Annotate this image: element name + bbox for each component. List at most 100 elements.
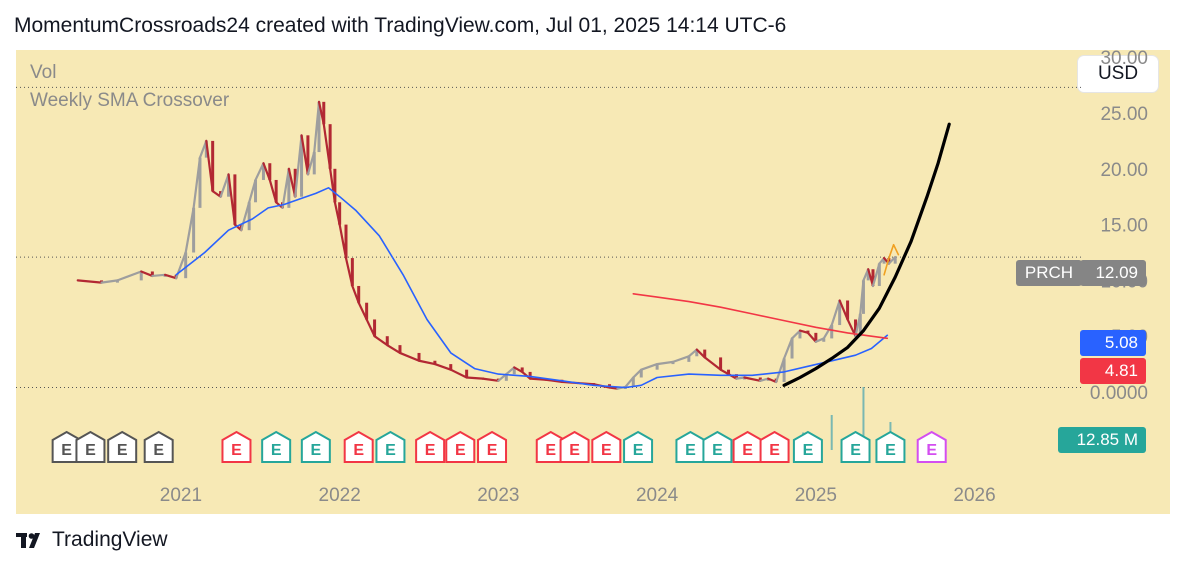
x-tick-4: 2025 bbox=[795, 485, 837, 506]
earnings-shape-23 bbox=[916, 430, 947, 463]
price-segment-2 bbox=[100, 279, 119, 284]
earnings-marker-23: E bbox=[916, 430, 947, 463]
earnings-label-1: E bbox=[85, 442, 96, 459]
candle-36 bbox=[373, 319, 377, 337]
earnings-marker-19: E bbox=[759, 430, 790, 463]
earnings-label-7: E bbox=[353, 442, 364, 459]
candle-58 bbox=[655, 364, 659, 370]
earnings-shape-21 bbox=[840, 430, 871, 463]
price-segment-58 bbox=[640, 363, 659, 371]
earnings-marker-16: E bbox=[675, 430, 706, 463]
price-segment-4 bbox=[140, 270, 154, 278]
price-segment-5 bbox=[151, 273, 167, 278]
candle-20 bbox=[274, 179, 278, 203]
price-segment-6 bbox=[163, 273, 178, 280]
earnings-shape-8 bbox=[375, 430, 406, 463]
candle-73 bbox=[806, 330, 810, 333]
earnings-shape-11 bbox=[477, 430, 508, 463]
candle-64 bbox=[727, 369, 731, 375]
earnings-shape-22 bbox=[875, 430, 906, 463]
candle-18 bbox=[261, 163, 265, 180]
earnings-label-18: E bbox=[742, 442, 753, 459]
candle-38 bbox=[398, 345, 402, 353]
earnings-marker-20: E bbox=[792, 430, 823, 463]
earnings-label-19: E bbox=[769, 442, 780, 459]
legend-indicator[interactable]: Weekly SMA Crossover bbox=[30, 90, 230, 111]
earnings-shape-3 bbox=[143, 430, 174, 463]
earnings-marker-13: E bbox=[559, 430, 590, 463]
earnings-marker-22: E bbox=[875, 430, 906, 463]
candle-62 bbox=[703, 349, 707, 358]
earnings-shape-20 bbox=[792, 430, 823, 463]
candle-77 bbox=[838, 300, 842, 326]
price-segment-43 bbox=[465, 376, 484, 380]
candle-17 bbox=[254, 179, 258, 203]
candle-87 bbox=[893, 257, 897, 264]
price-segment-67 bbox=[743, 376, 762, 382]
earnings-shape-4 bbox=[221, 430, 252, 463]
earnings-marker-14: E bbox=[591, 430, 622, 463]
earnings-marker-1: E bbox=[75, 430, 106, 463]
candle-7 bbox=[184, 252, 188, 279]
earnings-shape-13 bbox=[559, 430, 590, 463]
earnings-label-2: E bbox=[117, 442, 128, 459]
candle-60 bbox=[687, 356, 691, 362]
price-levels bbox=[16, 86, 1082, 389]
earnings-label-17: E bbox=[712, 442, 723, 459]
earnings-label-0: E bbox=[61, 442, 72, 459]
earnings-shape-19 bbox=[759, 430, 790, 463]
candle-19 bbox=[268, 163, 272, 180]
price-segment-41 bbox=[433, 363, 452, 371]
earnings-label-13: E bbox=[569, 442, 580, 459]
earnings-label-11: E bbox=[487, 442, 498, 459]
earnings-marker-11: E bbox=[477, 430, 508, 463]
candle-80 bbox=[858, 313, 862, 337]
price-series bbox=[76, 100, 897, 390]
earnings-marker-18: E bbox=[732, 430, 763, 463]
candle-79 bbox=[854, 319, 858, 337]
x-tick-0: 2021 bbox=[160, 485, 202, 506]
candle-42 bbox=[465, 369, 469, 378]
candle-23 bbox=[293, 168, 297, 197]
earnings-label-6: E bbox=[311, 442, 322, 459]
candle-11 bbox=[211, 140, 215, 192]
sma-fast-badge: 5.08 bbox=[1080, 330, 1146, 356]
candle-13 bbox=[227, 174, 231, 197]
earnings-label-16: E bbox=[685, 442, 696, 459]
candle-14 bbox=[233, 174, 237, 225]
earnings-label-10: E bbox=[455, 442, 466, 459]
earnings-label-4: E bbox=[231, 442, 242, 459]
earnings-marker-15: E bbox=[623, 430, 654, 463]
earnings-marker-9: E bbox=[415, 430, 446, 463]
currency-button[interactable]: USD bbox=[1078, 56, 1158, 92]
candle-47 bbox=[520, 367, 524, 372]
earnings-marker-17: E bbox=[702, 430, 733, 463]
earnings-marker-4: E bbox=[221, 430, 252, 463]
y-tick-0: 0.0000 bbox=[1090, 383, 1148, 404]
earnings-shape-6 bbox=[300, 430, 331, 463]
candle-35 bbox=[365, 302, 369, 320]
earnings-shape-5 bbox=[261, 430, 292, 463]
candle-71 bbox=[790, 338, 794, 359]
candle-34 bbox=[357, 285, 361, 303]
price-segment-50 bbox=[544, 378, 563, 384]
symbol-badge: PRCH bbox=[1016, 260, 1082, 286]
earnings-label-15: E bbox=[633, 442, 644, 459]
last-price-badge: 12.09 bbox=[1080, 260, 1146, 286]
earnings-marker-3: E bbox=[143, 430, 174, 463]
candle-61 bbox=[695, 349, 699, 357]
earnings-shape-17 bbox=[702, 430, 733, 463]
footer-brand[interactable]: TradingView bbox=[52, 528, 168, 551]
tradingview-logo-icon bbox=[16, 530, 44, 550]
footer: TradingView bbox=[16, 528, 168, 552]
legend-vol[interactable]: Vol bbox=[30, 62, 57, 83]
candle-16 bbox=[247, 202, 251, 231]
candle-56 bbox=[631, 377, 635, 387]
candle-85 bbox=[882, 258, 886, 264]
y-tick-3: 15.00 bbox=[1100, 216, 1148, 237]
candle-28 bbox=[322, 101, 326, 125]
candle-48 bbox=[528, 371, 532, 379]
